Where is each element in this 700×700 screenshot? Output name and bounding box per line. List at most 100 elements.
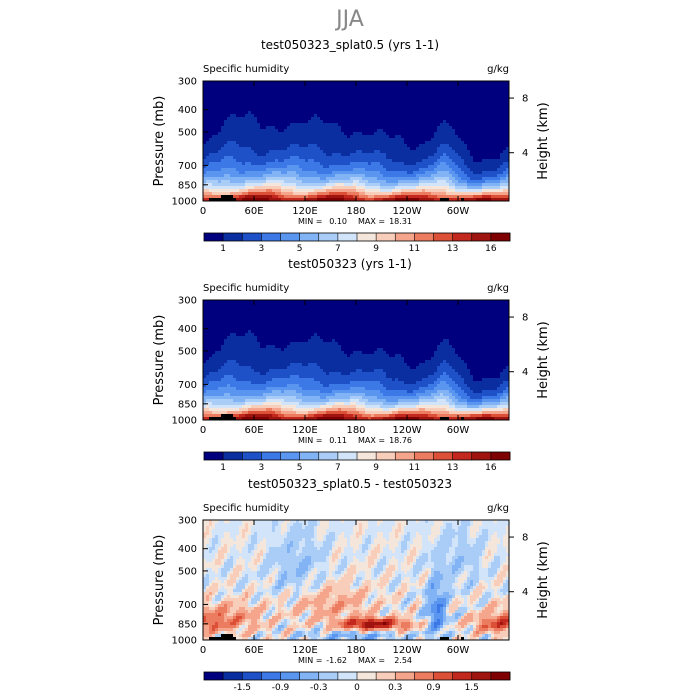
heatmap-cell xyxy=(251,99,255,103)
heatmap-cell xyxy=(464,99,468,103)
heatmap-cell xyxy=(419,144,423,148)
heatmap-cell xyxy=(257,90,261,94)
heatmap-cell xyxy=(218,312,222,316)
heatmap-cell xyxy=(320,96,324,100)
heatmap-cell xyxy=(503,174,507,178)
heatmap-cell xyxy=(497,93,501,97)
heatmap-cell xyxy=(254,186,258,190)
heatmap-cell xyxy=(425,141,429,145)
heatmap-cell xyxy=(434,126,438,130)
heatmap-cell xyxy=(206,198,210,202)
heatmap-cell xyxy=(203,126,207,130)
heatmap-cell xyxy=(251,303,255,307)
heatmap-cell xyxy=(230,120,234,124)
heatmap-cell xyxy=(404,87,408,91)
heatmap-cell xyxy=(371,132,375,136)
heatmap-cell xyxy=(377,120,381,124)
heatmap-cell xyxy=(482,195,486,199)
heatmap-cell xyxy=(395,129,399,133)
heatmap-cell xyxy=(224,120,228,124)
heatmap-cell xyxy=(245,324,249,328)
heatmap-cell xyxy=(263,150,267,154)
heatmap-cell xyxy=(347,114,351,118)
heatmap-cell xyxy=(356,96,360,100)
heatmap-cell xyxy=(260,117,264,121)
heatmap-cell xyxy=(221,174,225,178)
heatmap-cell xyxy=(335,126,339,130)
heatmap-cell xyxy=(245,309,249,313)
heatmap-cell xyxy=(389,84,393,88)
heatmap-cell xyxy=(260,159,264,163)
heatmap-cell xyxy=(218,159,222,163)
heatmap-cell xyxy=(293,177,297,181)
heatmap-cell xyxy=(503,156,507,160)
heatmap-cell xyxy=(209,408,213,412)
heatmap-cell xyxy=(296,117,300,121)
heatmap-cell xyxy=(446,156,450,160)
heatmap-cell xyxy=(293,126,297,130)
heatmap-cell xyxy=(329,192,333,196)
heatmap-cell xyxy=(254,102,258,106)
heatmap-cell xyxy=(473,171,477,175)
heatmap-cell xyxy=(269,81,273,85)
heatmap-cell xyxy=(311,117,315,121)
heatmap-cell xyxy=(263,141,267,145)
heatmap-cell xyxy=(245,117,249,121)
heatmap-cell xyxy=(308,135,312,139)
heatmap-cell xyxy=(281,84,285,88)
heatmap-cell xyxy=(239,384,243,388)
heatmap-cell xyxy=(278,198,282,202)
heatmap-cell xyxy=(308,195,312,199)
heatmap-cell xyxy=(230,405,234,409)
heatmap-cell xyxy=(290,129,294,133)
heatmap-cell xyxy=(203,147,207,151)
heatmap-cell xyxy=(254,318,258,322)
heatmap-cell xyxy=(263,129,267,133)
heatmap-cell xyxy=(230,354,234,358)
heatmap-cell xyxy=(476,117,480,121)
heatmap-cell xyxy=(206,354,210,358)
heatmap-cell xyxy=(254,120,258,124)
heatmap-cell xyxy=(203,117,207,121)
heatmap-cell xyxy=(215,366,219,370)
heatmap-cell xyxy=(242,183,246,187)
heatmap-cell xyxy=(377,147,381,151)
heatmap-cell xyxy=(344,120,348,124)
heatmap-cell xyxy=(431,153,435,157)
heatmap-cell xyxy=(464,96,468,100)
heatmap-cell xyxy=(263,108,267,112)
heatmap-cell xyxy=(314,132,318,136)
heatmap-cell xyxy=(326,183,330,187)
heatmap-cell xyxy=(350,183,354,187)
heatmap-cell xyxy=(449,120,453,124)
heatmap-cell xyxy=(311,99,315,103)
heatmap-cell xyxy=(284,189,288,193)
heatmap-cell xyxy=(323,138,327,142)
heatmap-cell xyxy=(224,321,228,325)
heatmap-cell xyxy=(374,162,378,166)
heatmap-cell xyxy=(233,369,237,373)
heatmap-cell xyxy=(230,144,234,148)
heatmap-cell xyxy=(383,168,387,172)
heatmap-cell xyxy=(473,90,477,94)
heatmap-cell xyxy=(419,120,423,124)
heatmap-cell xyxy=(437,90,441,94)
heatmap-cell xyxy=(203,300,207,304)
heatmap-cell xyxy=(209,384,213,388)
heatmap-cell xyxy=(251,375,255,379)
heatmap-cell xyxy=(383,186,387,190)
heatmap-cell xyxy=(227,189,231,193)
heatmap-cell xyxy=(338,99,342,103)
heatmap-cell xyxy=(251,189,255,193)
heatmap-cell xyxy=(479,87,483,91)
heatmap-cell xyxy=(260,183,264,187)
heatmap-cell xyxy=(491,162,495,166)
heatmap-cell xyxy=(311,168,315,172)
heatmap-cell xyxy=(221,186,225,190)
heatmap-cell xyxy=(434,102,438,106)
heatmap-cell xyxy=(410,105,414,109)
heatmap-cell xyxy=(242,363,246,367)
heatmap-cell xyxy=(248,348,252,352)
heatmap-cell xyxy=(395,120,399,124)
heatmap-cell xyxy=(242,150,246,154)
